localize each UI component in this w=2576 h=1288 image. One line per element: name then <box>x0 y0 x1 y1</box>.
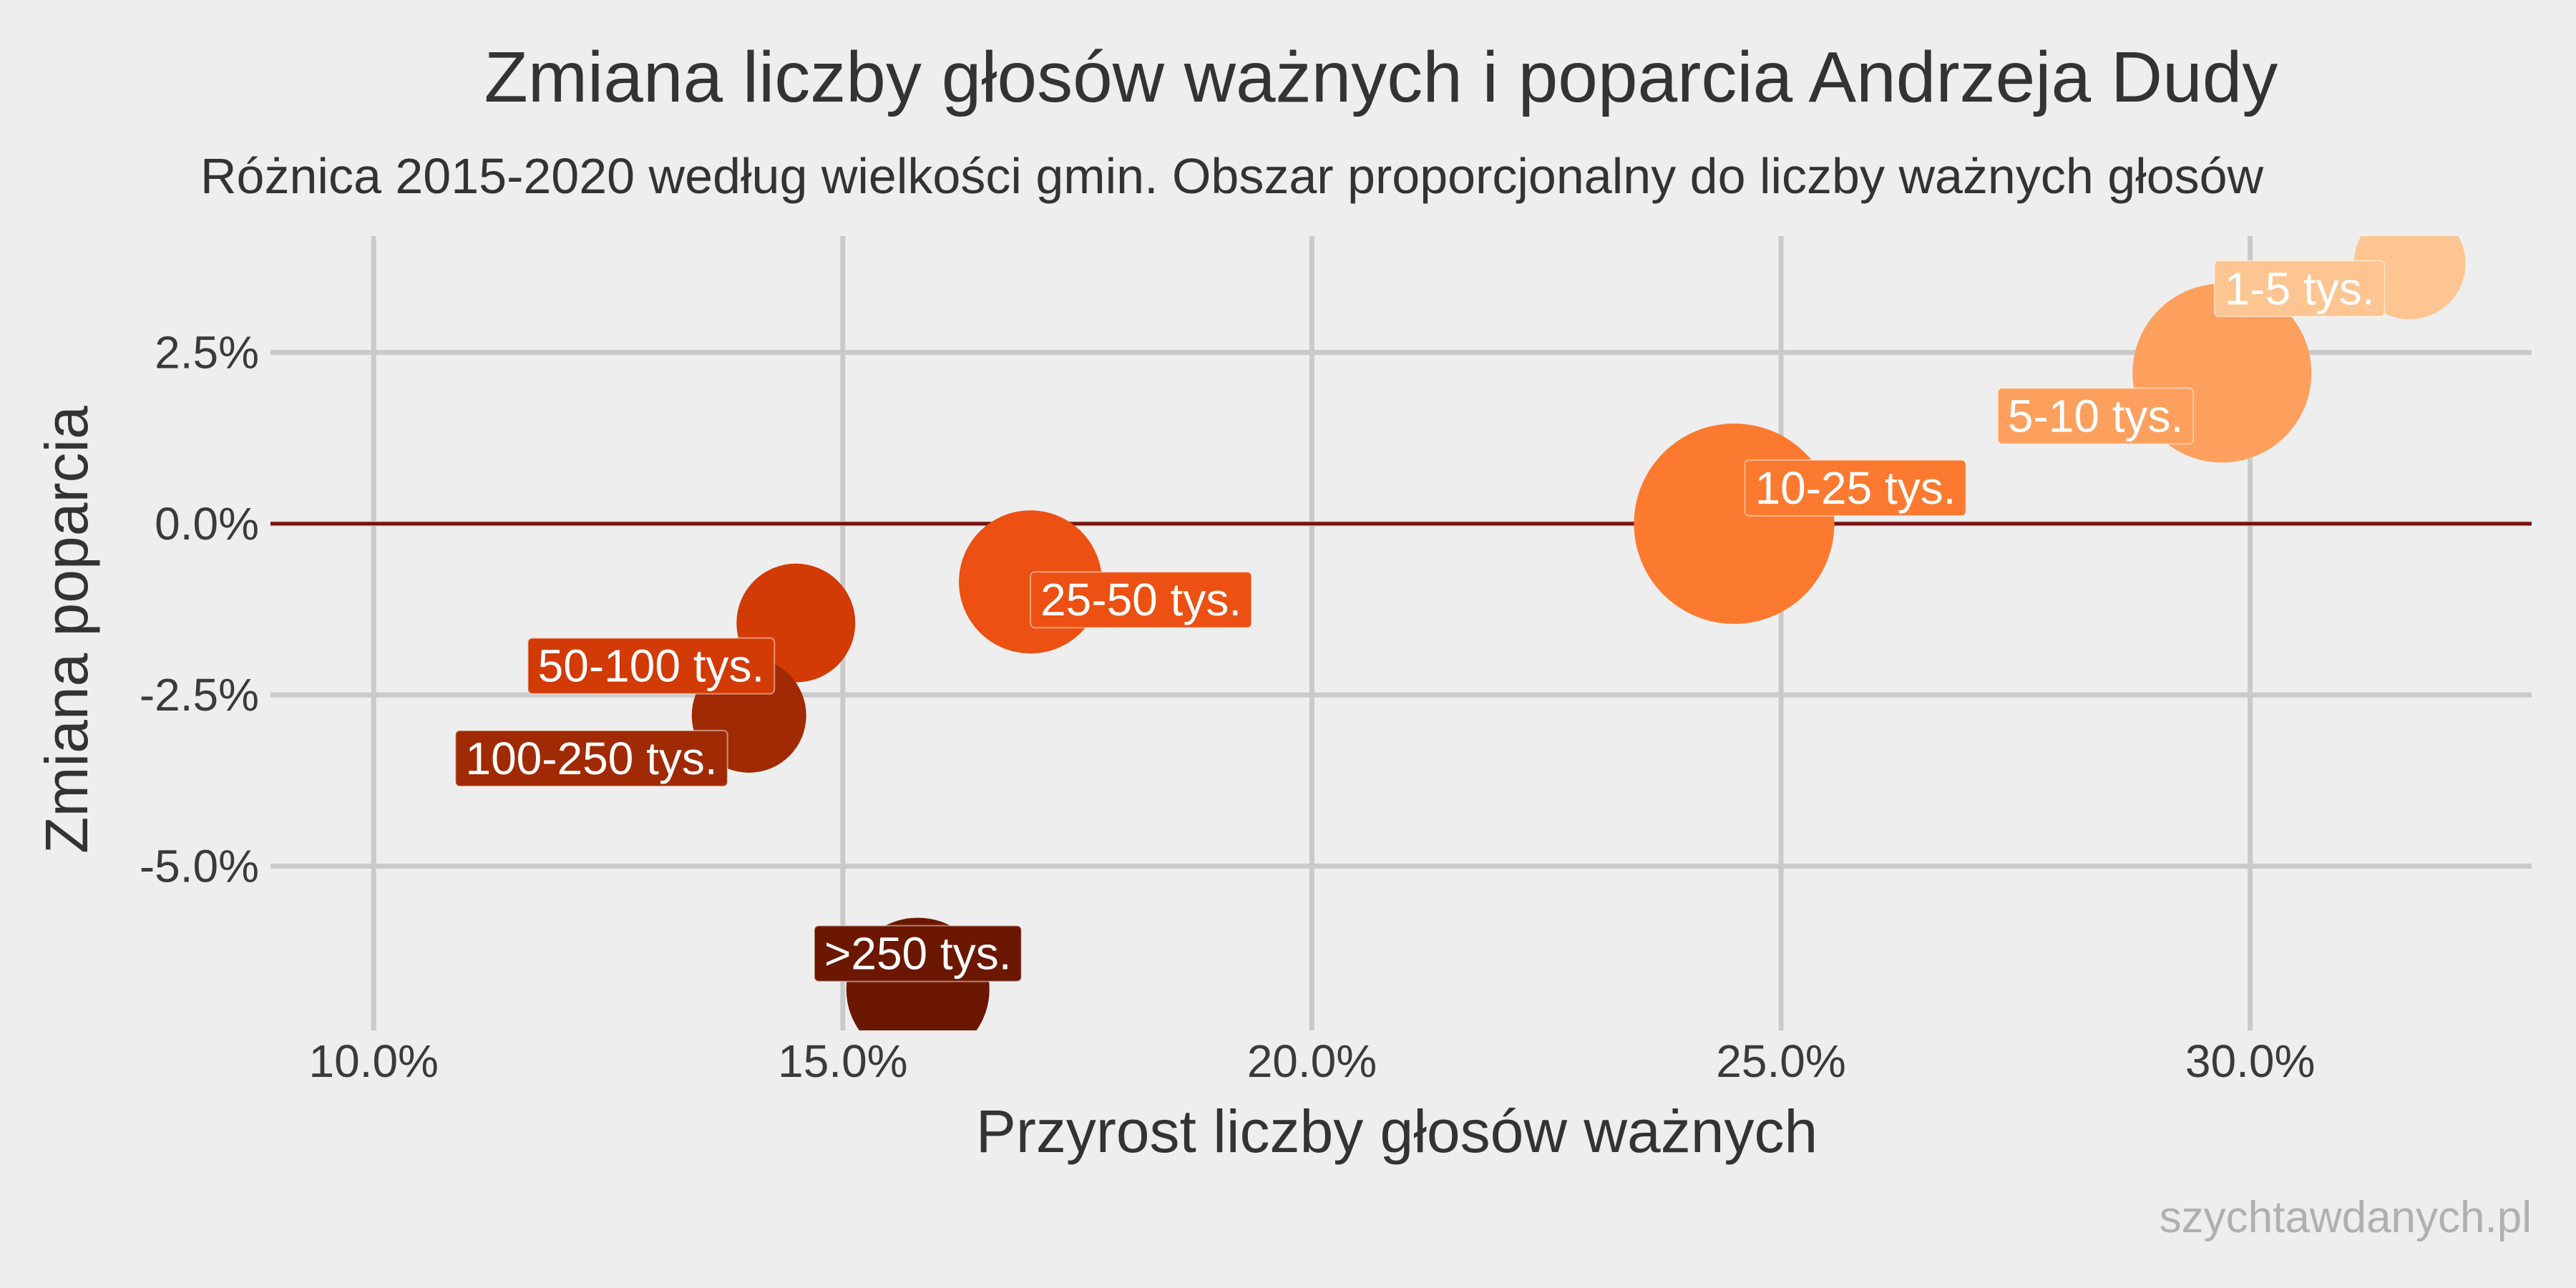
point-label: 10-25 tys. <box>1744 459 1967 517</box>
point-label-box <box>454 729 728 787</box>
point-label-text: 1-5 tys. <box>2225 263 2375 314</box>
point-label-box <box>2213 260 2386 318</box>
point-label-box <box>1996 387 2195 445</box>
x-tick-label: 15.0% <box>778 1035 907 1087</box>
chart-subtitle: Różnica 2015-2020 według wielkości gmin.… <box>200 148 2264 204</box>
point-label-text: >250 tys. <box>824 928 1012 980</box>
point-label-text: 25-50 tys. <box>1040 574 1241 625</box>
credit-text: szychtawdanych.pl <box>2160 1193 2532 1242</box>
point-label-box <box>527 637 776 695</box>
y-tick-label: 0.0% <box>155 498 259 550</box>
point-label-text: 100-250 tys. <box>465 733 717 784</box>
point-label-box <box>813 924 1023 982</box>
point-label-text: 50-100 tys. <box>538 640 765 692</box>
tick-labels: 10.0% 15.0% 20.0% 25.0% 30.0% 2.5% 0.0% -2.5% -5… <box>140 327 2316 1087</box>
point-label: 5-10 tys. <box>1996 387 2195 445</box>
point-label-text: 10-25 tys. <box>1755 462 1956 514</box>
point-label-box <box>1744 459 1967 517</box>
bubble <box>1634 423 1835 624</box>
point-label: 50-100 tys. <box>527 637 776 695</box>
point-label: >250 tys. <box>813 924 1023 982</box>
x-tick-label: 20.0% <box>1247 1035 1377 1087</box>
point-labels: 1-5 tys. 5-10 tys. 10-25 tys. 25-50 tys. 50-… <box>454 260 2386 982</box>
point-label: 1-5 tys. <box>2213 260 2386 318</box>
x-tick-label: 30.0% <box>2185 1035 2315 1087</box>
x-tick-label: 10.0% <box>308 1035 438 1087</box>
x-tick-label: 25.0% <box>1716 1035 1845 1087</box>
point-label-box <box>1030 571 1253 629</box>
point-label: 25-50 tys. <box>1030 571 1253 629</box>
point-label-text: 5-10 tys. <box>2008 390 2183 441</box>
y-tick-label: 2.5% <box>155 327 259 379</box>
y-tick-label: -5.0% <box>140 840 259 892</box>
chart-title: Zmiana liczby głosów ważnych i poparcia … <box>484 37 2278 117</box>
x-axis-title: Przyrost liczby głosów ważnych <box>976 1098 1818 1165</box>
point-label: 100-250 tys. <box>454 729 728 787</box>
y-axis-title: Zmiana poparcia <box>33 406 100 854</box>
y-tick-label: -2.5% <box>140 669 259 721</box>
